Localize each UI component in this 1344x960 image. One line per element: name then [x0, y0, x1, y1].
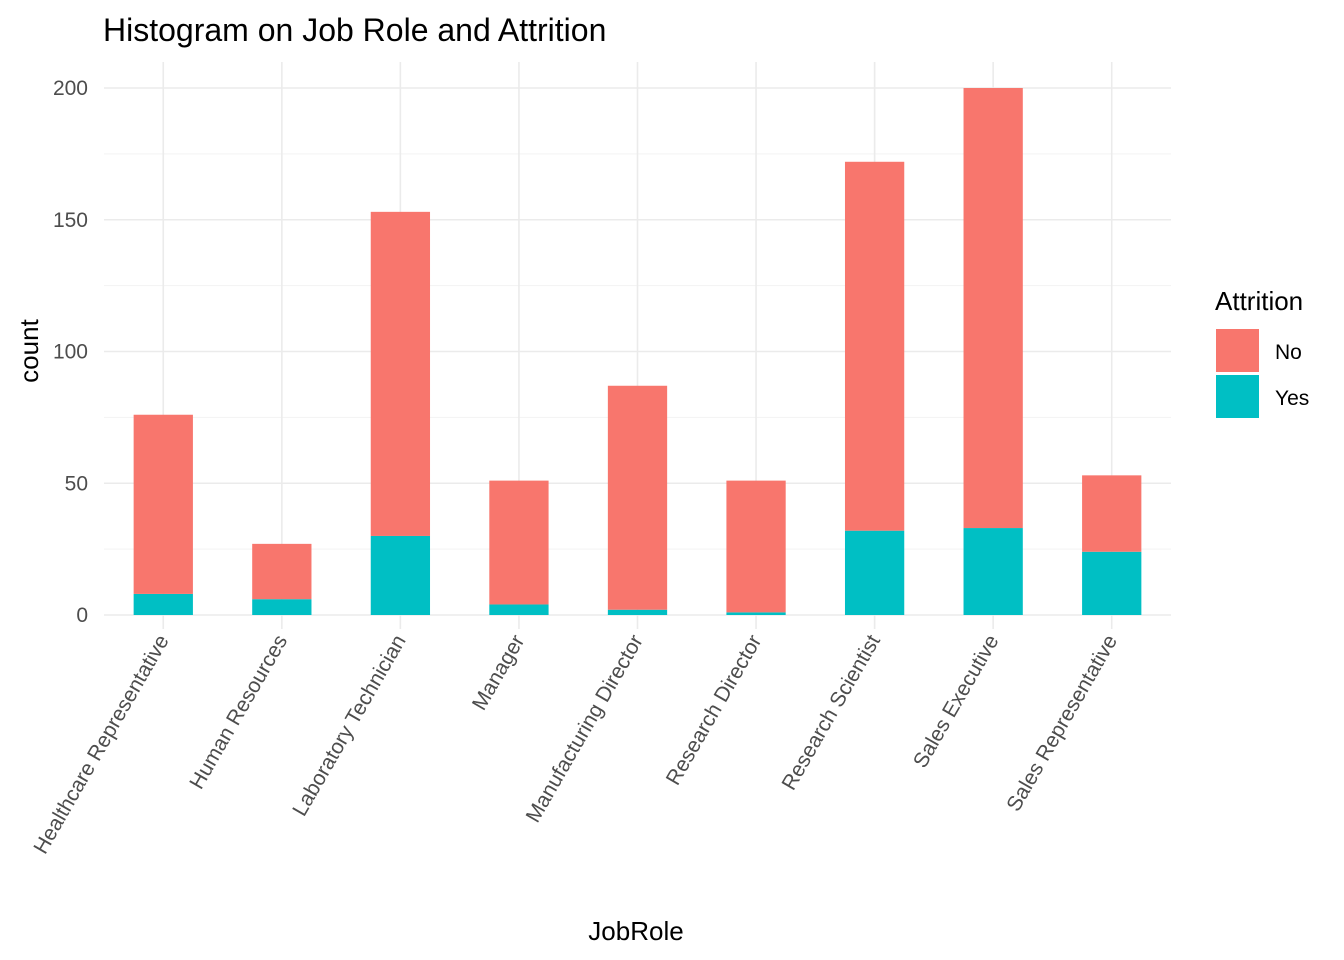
bar-yes	[844, 530, 905, 615]
y-tick-label: 100	[53, 341, 88, 364]
bar-no	[726, 480, 786, 613]
legend-key-yes	[1216, 375, 1259, 418]
bars	[133, 88, 1142, 615]
y-tick-label: 0	[76, 604, 88, 627]
legend-title: Attrition	[1215, 286, 1303, 316]
x-tick-label: Sales Executive	[909, 631, 1004, 772]
legend-label-no: No	[1275, 341, 1302, 364]
chart-title: Histogram on Job Role and Attrition	[103, 12, 606, 48]
x-axis-title: JobRole	[588, 916, 683, 946]
bar-no	[370, 211, 431, 536]
legend-key-no	[1216, 329, 1259, 372]
x-tick-label: Laboratory Technician	[288, 631, 410, 820]
y-tick-label: 200	[53, 77, 88, 100]
bar-yes	[607, 609, 668, 615]
y-axis-ticks: 0 50 100 150 200	[53, 77, 88, 627]
legend-label-yes: Yes	[1275, 387, 1309, 410]
y-axis-title: count	[14, 318, 44, 382]
bar-yes	[1082, 551, 1142, 615]
bar-no	[489, 480, 549, 605]
x-tick-label: Research Director	[662, 631, 767, 789]
bar-yes	[370, 535, 431, 615]
legend: Attrition No Yes	[1215, 286, 1309, 418]
bar-yes	[963, 528, 1023, 615]
x-tick-label: Research Scientist	[777, 631, 885, 794]
bar-no	[607, 385, 668, 610]
bar-yes	[726, 612, 786, 615]
x-tick-label: Sales Representative	[1002, 631, 1122, 815]
x-tick-label: Manager	[468, 631, 529, 714]
bar-no	[844, 161, 905, 531]
x-tick-label: Human Resources	[185, 631, 292, 793]
bar-yes	[489, 604, 549, 615]
bar-yes	[252, 599, 312, 615]
y-tick-label: 50	[65, 472, 88, 495]
x-tick-label: Manufacturing Director	[522, 631, 648, 826]
y-tick-label: 150	[53, 209, 88, 232]
bar-no	[252, 543, 312, 600]
bar-yes	[133, 593, 193, 615]
bar-no	[1082, 475, 1142, 552]
bar-no	[133, 414, 193, 594]
x-tick-label: Healthcare Representative	[29, 631, 173, 858]
bar-no	[963, 88, 1023, 529]
x-axis-ticks: Healthcare Representative Human Resources…	[29, 631, 1122, 858]
